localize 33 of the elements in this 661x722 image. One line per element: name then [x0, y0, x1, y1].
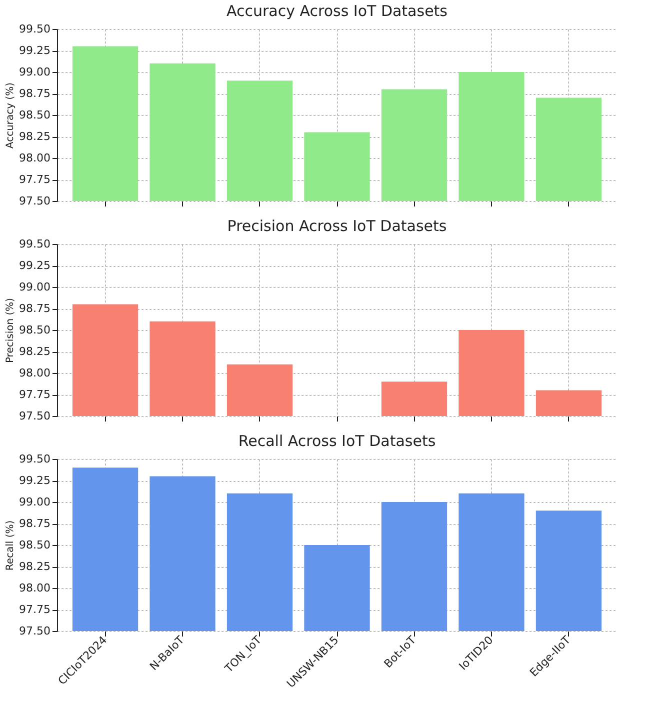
y-tick-label: 97.50	[19, 194, 50, 208]
y-tick-label: 99.25	[19, 44, 50, 57]
chart-title: Recall Across IoT Datasets	[238, 432, 436, 450]
y-tick-label: 98.00	[19, 366, 50, 380]
y-tick-label: 98.25	[19, 345, 50, 358]
y-tick-label: 97.75	[19, 388, 50, 401]
y-tick-label: 99.25	[19, 474, 50, 487]
y-tick-label: 99.50	[19, 452, 50, 466]
y-tick-label: 99.50	[19, 22, 50, 36]
y-tick-label: 97.75	[19, 603, 50, 616]
y-axis-title: Recall (%)	[5, 520, 16, 571]
chart-title: Precision Across IoT Datasets	[227, 217, 447, 235]
y-tick-label: 98.25	[19, 560, 50, 573]
y-tick-label: 97.75	[19, 173, 50, 186]
y-axis-title: Precision (%)	[5, 298, 16, 364]
y-tick-label: 99.00	[19, 66, 50, 78]
y-tick-label: 97.50	[19, 410, 50, 422]
y-tick-label: 99.00	[19, 496, 50, 508]
y-tick-label: 98.25	[19, 130, 50, 143]
chart-title: Accuracy Across IoT Datasets	[226, 2, 448, 20]
y-tick-label: 98.75	[19, 87, 50, 100]
y-tick-label: 98.50	[19, 538, 50, 552]
y-tick-label: 98.50	[19, 324, 50, 336]
y-tick-label: 98.75	[19, 302, 50, 315]
y-tick-label: 98.00	[19, 152, 50, 164]
y-tick-label: 97.50	[19, 624, 50, 638]
y-tick-label: 99.25	[19, 259, 50, 272]
y-tick-label: 98.50	[19, 108, 50, 122]
y-tick-label: 98.00	[19, 582, 50, 594]
y-tick-label: 99.50	[19, 238, 50, 250]
y-axis-title: Accuracy (%)	[5, 82, 16, 149]
y-tick-label: 99.00	[19, 280, 50, 294]
y-tick-label: 98.75	[19, 517, 50, 530]
